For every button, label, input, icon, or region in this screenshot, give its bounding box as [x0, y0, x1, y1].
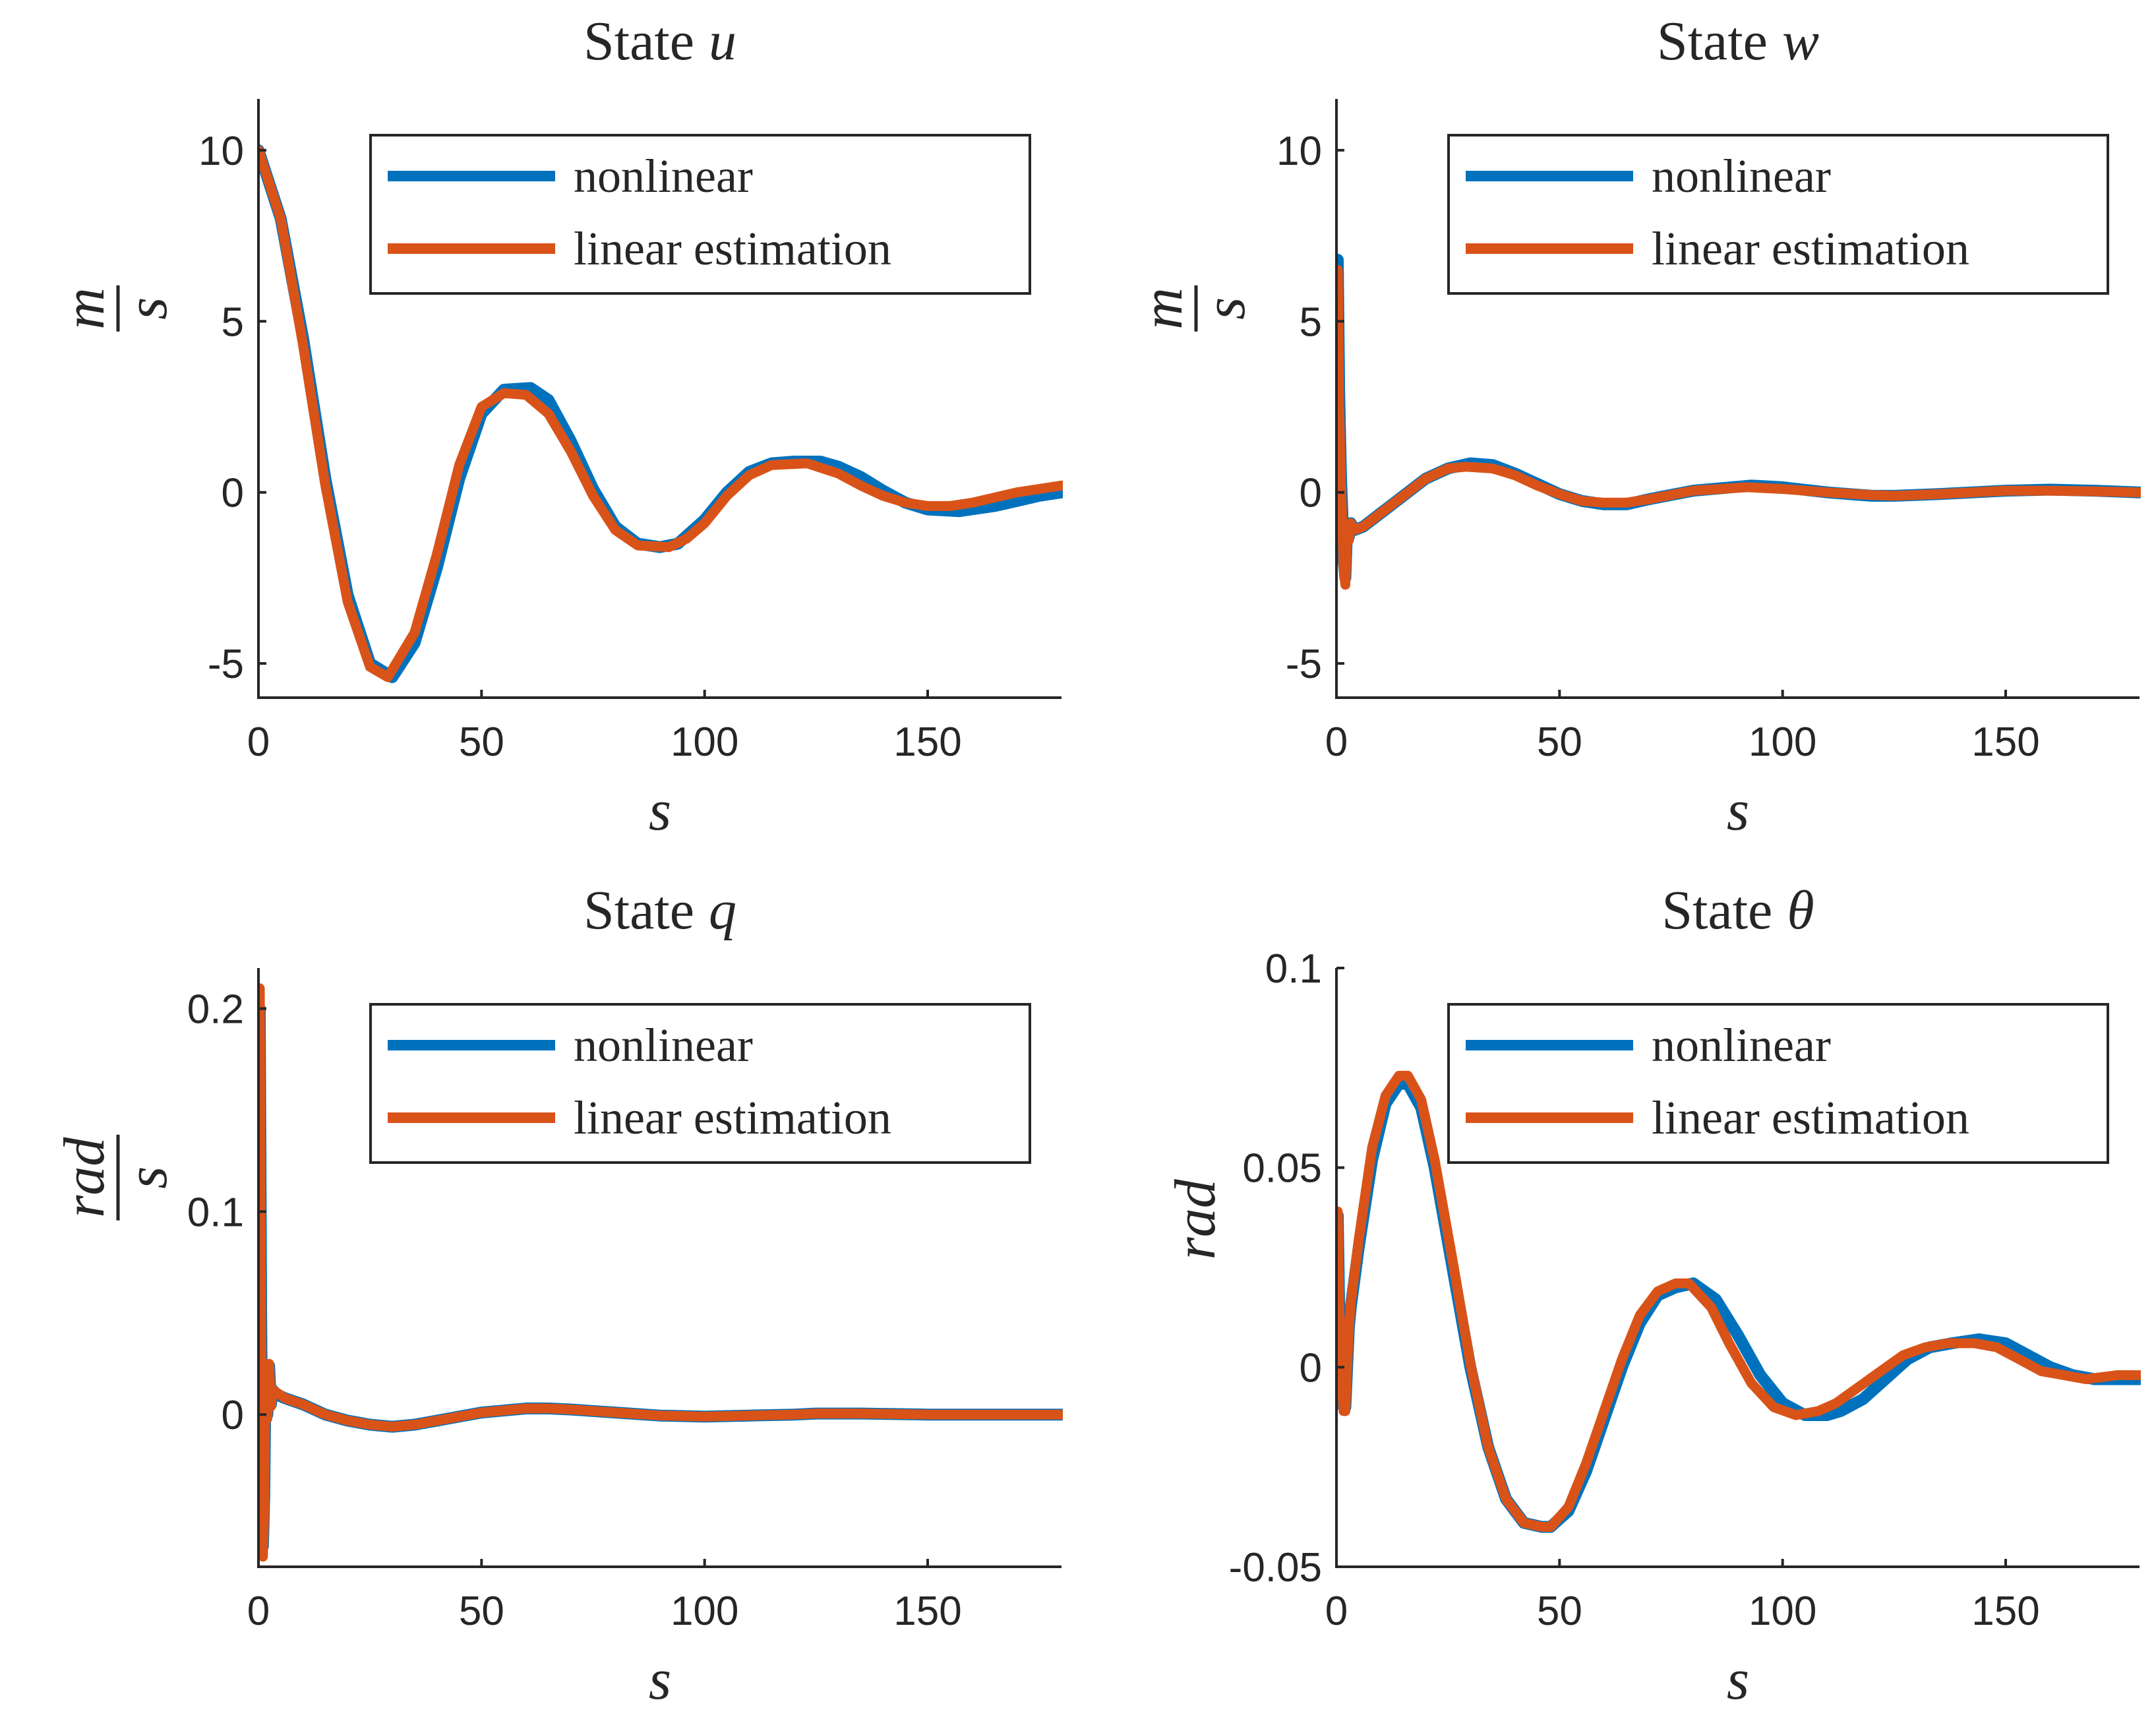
y-axis-label: rad: [1164, 1178, 1228, 1259]
x-tick-label: 0: [247, 1589, 270, 1634]
x-axis-label: s: [1727, 779, 1749, 843]
chart-title: State u: [584, 11, 736, 72]
y-tick-label: 0.2: [187, 987, 244, 1033]
y-axis-label: ms: [1131, 285, 1257, 332]
y-tick-label: 0.1: [1265, 946, 1322, 992]
title-prefix: State: [1662, 880, 1772, 941]
legend-label-linear-estimation: linear estimation: [1652, 1091, 1969, 1144]
y-label-denominator: s: [1193, 297, 1257, 320]
legend: nonlinear linear estimation: [1447, 134, 2109, 295]
x-tick-label: 50: [1537, 719, 1582, 765]
y-tick-label: 0.05: [1242, 1146, 1322, 1192]
y-label-denominator: s: [115, 297, 179, 320]
legend: nonlinear linear estimation: [1447, 1003, 2109, 1164]
y-tick-label: 5: [1300, 299, 1322, 345]
plot-area: [258, 983, 1063, 1562]
title-variable: u: [709, 11, 736, 72]
y-tick-label: -0.05: [1229, 1545, 1322, 1591]
x-tick-label: 150: [893, 1589, 961, 1634]
y-label-denominator: s: [115, 1167, 179, 1189]
legend-box: [369, 134, 1031, 295]
chart-title: State q: [584, 880, 736, 941]
x-tick-label: 100: [671, 719, 738, 765]
x-tick-label: 50: [1537, 1589, 1582, 1634]
title-variable: q: [709, 880, 736, 941]
legend-box: [1447, 134, 2109, 295]
series-line-linear-estimation: [258, 145, 1063, 682]
x-tick-label: 150: [1971, 1589, 2039, 1634]
legend-label-linear-estimation: linear estimation: [1652, 222, 1969, 275]
x-axis-label: s: [649, 1648, 671, 1712]
x-tick-label: 100: [1749, 1589, 1816, 1634]
title-prefix: State: [584, 880, 694, 941]
y-tick-label: 10: [198, 129, 244, 174]
x-tick-label: 0: [1325, 1589, 1348, 1634]
legend-label-linear-estimation: linear estimation: [574, 222, 891, 275]
x-tick-label: 0: [247, 719, 270, 765]
y-label-text: rad: [1164, 1178, 1228, 1259]
plot-area: [258, 144, 1063, 683]
y-tick-label: -5: [1286, 642, 1322, 687]
x-tick-label: 50: [459, 1589, 504, 1634]
y-tick-label: 0: [222, 471, 244, 516]
x-tick-label: 50: [459, 719, 504, 765]
y-tick-label: 10: [1276, 129, 1322, 174]
legend: nonlinear linear estimation: [369, 134, 1031, 295]
x-axis-label: s: [1727, 1648, 1749, 1712]
y-tick-label: 0: [222, 1393, 244, 1438]
y-axis-label: ms: [53, 285, 179, 332]
x-tick-label: 0: [1325, 719, 1348, 765]
legend-label-nonlinear: nonlinear: [1652, 1019, 1831, 1072]
chart-title: State θ: [1662, 880, 1814, 941]
y-label-numerator: m: [53, 288, 117, 330]
series-line-linear-estimation: [1336, 264, 2141, 590]
y-tick-label: -5: [208, 642, 244, 687]
legend-label-nonlinear: nonlinear: [574, 150, 753, 202]
plot-area: [1336, 253, 2141, 590]
legend-label-nonlinear: nonlinear: [574, 1019, 753, 1072]
legend-label-linear-estimation: linear estimation: [574, 1091, 891, 1144]
title-variable: θ: [1787, 880, 1814, 941]
x-axis-label: s: [649, 779, 671, 843]
title-prefix: State: [1657, 11, 1768, 72]
legend: nonlinear linear estimation: [369, 1003, 1031, 1164]
y-tick-label: 5: [222, 299, 244, 345]
series-line-linear-estimation: [258, 983, 1063, 1562]
legend-label-nonlinear: nonlinear: [1652, 150, 1831, 202]
x-tick-label: 100: [671, 1589, 738, 1634]
x-tick-label: 100: [1749, 719, 1816, 765]
y-tick-label: 0: [1300, 1345, 1322, 1391]
y-label-numerator: rad: [53, 1137, 117, 1218]
y-tick-label: 0.1: [187, 1190, 244, 1235]
x-tick-label: 150: [1971, 719, 2039, 765]
y-tick-label: 0: [1300, 471, 1322, 516]
plot-area: [1336, 1070, 2141, 1533]
y-label-numerator: m: [1131, 288, 1195, 330]
chart-title: State w: [1657, 11, 1819, 72]
title-variable: w: [1782, 11, 1819, 72]
x-tick-label: 150: [893, 719, 961, 765]
legend-box: [369, 1003, 1031, 1164]
title-prefix: State: [584, 11, 694, 72]
series-line-linear-estimation: [1336, 1070, 2141, 1532]
series-line-nonlinear: [1336, 253, 2141, 584]
legend-box: [1447, 1003, 2109, 1164]
